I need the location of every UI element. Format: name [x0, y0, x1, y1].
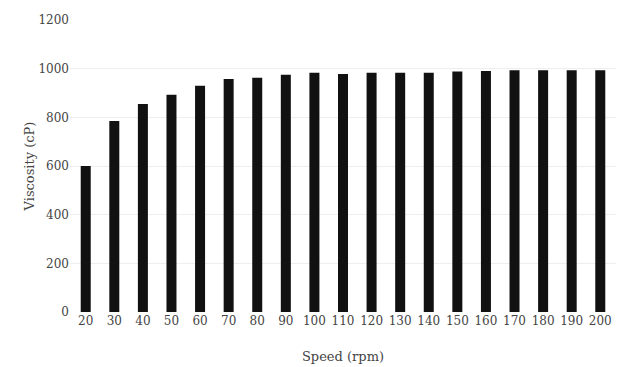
svg-text:150: 150 [446, 314, 469, 328]
svg-text:160: 160 [474, 314, 497, 328]
svg-text:140: 140 [417, 314, 440, 328]
svg-text:180: 180 [532, 314, 555, 328]
svg-text:400: 400 [46, 208, 69, 222]
svg-text:1200: 1200 [38, 13, 69, 27]
svg-text:50: 50 [164, 314, 179, 328]
svg-text:40: 40 [135, 314, 150, 328]
svg-text:90: 90 [278, 314, 293, 328]
svg-text:20: 20 [78, 314, 93, 328]
svg-text:800: 800 [46, 111, 69, 125]
svg-text:80: 80 [250, 314, 265, 328]
svg-text:130: 130 [389, 314, 412, 328]
svg-text:30: 30 [107, 314, 122, 328]
svg-text:120: 120 [360, 314, 383, 328]
svg-text:Speed (rpm): Speed (rpm) [302, 349, 384, 364]
svg-text:110: 110 [332, 314, 355, 328]
svg-text:200: 200 [589, 314, 612, 328]
svg-text:60: 60 [192, 314, 207, 328]
svg-text:170: 170 [503, 314, 526, 328]
svg-text:70: 70 [221, 314, 236, 328]
svg-text:100: 100 [303, 314, 326, 328]
svg-text:Viscosity (cP): Viscosity (cP) [22, 122, 37, 212]
svg-text:200: 200 [46, 257, 69, 271]
svg-text:190: 190 [560, 314, 583, 328]
svg-text:0: 0 [61, 305, 69, 319]
svg-text:1000: 1000 [38, 62, 69, 76]
svg-text:600: 600 [46, 159, 69, 173]
